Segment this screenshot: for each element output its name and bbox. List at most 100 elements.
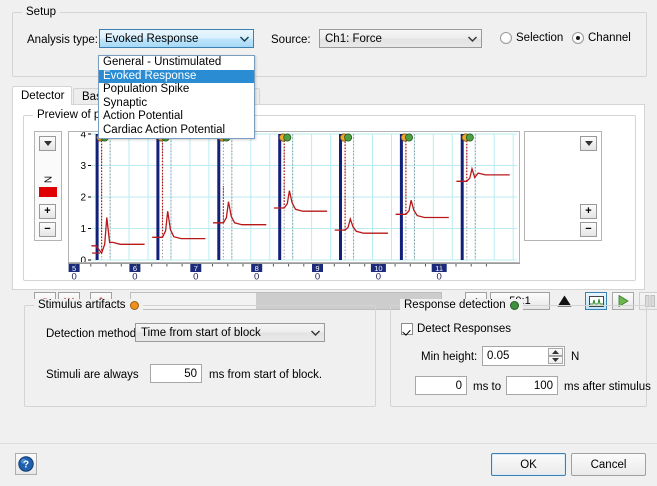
dropdown-option-5[interactable]: Cardiac Action Potential	[99, 124, 254, 138]
setup-group: Setup Analysis type: Evoked Response Sou…	[12, 6, 647, 77]
svg-text:0: 0	[376, 272, 381, 281]
svg-text:8: 8	[255, 264, 259, 273]
svg-text:2: 2	[80, 193, 86, 204]
dropdown-option-label: Synaptic	[103, 96, 148, 109]
zoom-out-button[interactable]: −	[39, 222, 56, 237]
zoom-in-button[interactable]: +	[39, 204, 56, 219]
window-from-input[interactable]: 0	[415, 376, 467, 395]
dropdown-option-0[interactable]: General - Unstimulated	[99, 56, 254, 70]
footer-divider	[0, 443, 657, 444]
svg-text:4: 4	[80, 132, 86, 141]
zoom-in-triangle-icon[interactable]	[554, 292, 574, 310]
dropdown-option-label: Population Spike	[103, 83, 190, 96]
response-status-dot-icon	[509, 300, 519, 310]
caret-down-icon	[43, 141, 52, 146]
radio-channel[interactable]: Channel	[572, 32, 631, 44]
svg-text:9: 9	[315, 264, 319, 273]
window-to-value: 100	[533, 379, 553, 392]
legend-zoom-out-button[interactable]: −	[580, 222, 597, 237]
chart-sidebar: N + −	[34, 131, 62, 241]
window-from-value: 0	[455, 379, 462, 392]
window-mid-label: ms to	[473, 381, 502, 393]
chevron-down-icon[interactable]	[307, 324, 324, 341]
tab-detector-label: Detector	[21, 90, 65, 102]
detection-method-combobox[interactable]: Time from start of block	[135, 323, 325, 342]
setup-group-legend: Setup	[22, 6, 61, 18]
radio-channel-circle[interactable]	[572, 32, 584, 44]
svg-text:0: 0	[254, 272, 259, 281]
detection-method-value: Time from start of block	[141, 326, 261, 339]
chevron-down-icon[interactable]	[464, 30, 481, 47]
legend-menu-button[interactable]	[580, 136, 597, 151]
svg-text:11: 11	[435, 264, 443, 273]
stimulus-group-legend: Stimulus artifacts	[34, 299, 143, 311]
channel-menu-button[interactable]	[39, 136, 56, 151]
spinner-up-icon[interactable]	[548, 348, 563, 356]
cancel-button-label: Cancel	[590, 458, 627, 471]
min-height-value: 0.05	[487, 350, 510, 362]
min-height-unit: N	[571, 351, 580, 363]
svg-text:10: 10	[374, 264, 382, 273]
svg-text:0: 0	[437, 272, 442, 281]
analysis-type-dropdown-list[interactable]: General - Unstimulated Evoked Response Pop…	[98, 55, 255, 139]
window-suffix-label: ms after stimulus	[564, 381, 651, 393]
svg-text:0: 0	[132, 272, 137, 281]
svg-text:7: 7	[194, 264, 198, 273]
source-label: Source:	[271, 34, 311, 46]
window-to-input[interactable]: 100	[506, 376, 558, 395]
svg-text:0: 0	[193, 272, 198, 281]
analysis-type-value: Evoked Response	[105, 32, 199, 45]
svg-text:0: 0	[315, 272, 320, 281]
stimulus-artifacts-group: Stimulus artifacts Detection method: Tim…	[24, 299, 376, 407]
ok-button[interactable]: OK	[491, 453, 566, 476]
stimulus-delay-value: 50	[184, 367, 197, 380]
min-height-label: Min height:	[421, 351, 478, 363]
response-detection-group: Response detection Detect Responses Min …	[390, 299, 651, 407]
dropdown-option-label: Cardiac Action Potential	[103, 123, 226, 136]
svg-text:1: 1	[80, 224, 86, 235]
dropdown-option-3[interactable]: Synaptic	[99, 97, 254, 111]
detect-responses-checkbox-box[interactable]	[401, 323, 413, 335]
detect-responses-checkbox[interactable]: Detect Responses	[401, 323, 511, 335]
legend-zoom-in-button[interactable]: +	[580, 204, 597, 219]
svg-text:6: 6	[133, 264, 137, 273]
dropdown-option-4[interactable]: Action Potential	[99, 110, 254, 124]
detect-responses-label: Detect Responses	[417, 323, 511, 335]
channel-color-swatch[interactable]	[39, 187, 57, 197]
help-button[interactable]: ?	[15, 453, 37, 475]
plot-x-axis: 5 0 6 0 7 0 8 0 9 0 10 0 11 0	[68, 263, 520, 283]
radio-selection[interactable]: Selection	[500, 32, 563, 44]
cancel-button[interactable]: Cancel	[571, 453, 646, 476]
spinner-down-icon[interactable]	[548, 356, 563, 364]
stimuli-always-prefix: Stimuli are always	[46, 369, 139, 381]
dropdown-option-label: Evoked Response	[103, 69, 197, 82]
detection-method-label: Detection method:	[46, 328, 140, 340]
analysis-type-combobox[interactable]: Evoked Response	[99, 29, 254, 48]
svg-text:?: ?	[23, 460, 29, 471]
svg-text:3: 3	[80, 161, 86, 172]
radio-channel-label: Channel	[588, 32, 631, 44]
min-height-input[interactable]: 0.05	[482, 346, 565, 366]
caret-down-icon	[584, 141, 593, 146]
radio-selection-circle[interactable]	[500, 32, 512, 44]
response-group-legend-text: Response detection	[404, 299, 506, 311]
stimuli-always-suffix: ms from start of block.	[209, 369, 323, 381]
dropdown-option-2[interactable]: Population Spike	[99, 83, 254, 97]
radio-selection-label: Selection	[516, 32, 564, 44]
stimulus-delay-input[interactable]: 50	[150, 364, 202, 383]
dropdown-option-1[interactable]: Evoked Response	[99, 69, 254, 84]
peaks-plot[interactable]: 0 1 2 3 4	[68, 131, 520, 263]
chevron-down-icon[interactable]	[236, 30, 253, 47]
source-combobox[interactable]: Ch1: Force	[319, 29, 482, 48]
chart-legend-pane: + −	[524, 131, 602, 241]
peaks-plot-svg: 0 1 2 3 4	[69, 132, 519, 262]
dropdown-option-label: Action Potential	[103, 110, 183, 123]
source-value: Ch1: Force	[325, 32, 382, 45]
response-group-legend: Response detection	[400, 299, 523, 311]
tab-detector[interactable]: Detector	[12, 86, 72, 105]
min-height-spinner[interactable]	[548, 348, 563, 364]
dropdown-option-label: General - Unstimulated	[103, 56, 222, 68]
